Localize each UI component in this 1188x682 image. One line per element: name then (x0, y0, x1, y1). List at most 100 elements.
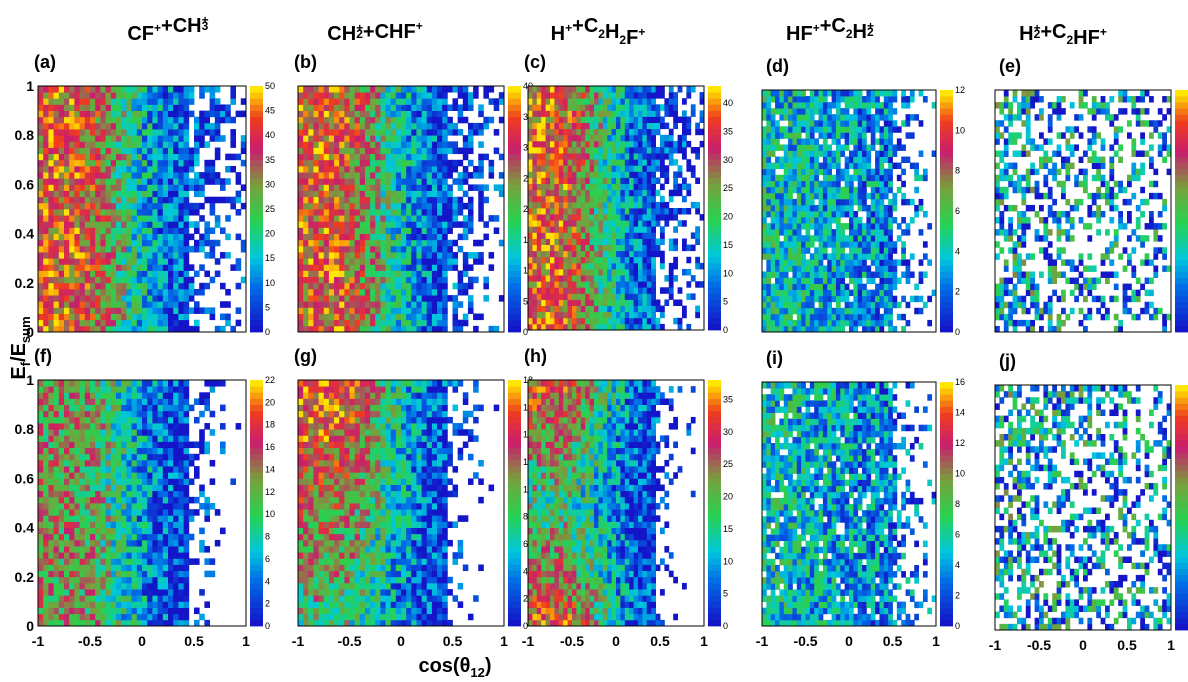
heatmap-cell (79, 98, 86, 105)
heatmap-cell (554, 171, 560, 178)
heatmap-cell (642, 140, 648, 148)
heatmap-cell (536, 128, 542, 136)
heatmap-cell (90, 190, 96, 198)
heatmap-cell (567, 116, 573, 123)
heatmap-cell (651, 299, 656, 306)
heatmap-cell (831, 325, 837, 333)
heatmap-cell (126, 184, 132, 191)
heatmap-cell (545, 293, 551, 300)
heatmap-cell (620, 305, 626, 313)
heatmap-cell (857, 138, 863, 145)
heatmap-cell (344, 92, 350, 99)
heatmap-cell (607, 299, 612, 306)
heatmap-cell (629, 153, 634, 160)
heatmap-cell (563, 92, 568, 99)
heatmap-cell (58, 288, 65, 296)
heatmap-cell (602, 250, 608, 258)
heatmap-cell (38, 122, 44, 130)
heatmap-cell (298, 190, 304, 198)
heatmap-cell (69, 239, 75, 247)
heatmap-cell (364, 172, 371, 179)
heatmap-cell (395, 215, 402, 222)
heatmap-cell (303, 153, 309, 161)
heatmap-cell (105, 209, 112, 216)
heatmap-cell (298, 307, 304, 314)
heatmap-cell (805, 168, 811, 176)
heatmap-cell (339, 141, 345, 148)
heatmap-cell (585, 293, 590, 300)
heatmap-cell (699, 262, 705, 270)
heatmap-cell (580, 281, 586, 288)
heatmap-cell (563, 195, 568, 203)
heatmap-cell (105, 202, 112, 210)
heatmap-cell (157, 172, 164, 179)
heatmap-cell (796, 229, 802, 236)
heatmap-cell (580, 293, 586, 300)
heatmap-cell (95, 98, 101, 105)
heatmap-cell (437, 122, 443, 130)
y-tick-label: 0.4 (15, 226, 35, 242)
heatmap-cell (651, 256, 656, 264)
heatmap-cell (624, 189, 630, 197)
heatmap-cell (152, 258, 158, 265)
heatmap-cell (380, 147, 386, 155)
heatmap-cell (801, 138, 806, 145)
heatmap-cell (313, 319, 319, 327)
heatmap-cell (147, 313, 153, 321)
heatmap-cell (178, 116, 184, 124)
heatmap-cell (646, 214, 652, 221)
heatmap-cell (629, 177, 634, 184)
heatmap-cell (594, 110, 599, 117)
heatmap-cell (783, 192, 789, 200)
heatmap-cell (194, 141, 200, 148)
heatmap-cell (204, 227, 210, 234)
heatmap-cell (660, 232, 665, 239)
heatmap-cell (607, 189, 612, 197)
heatmap-cell (766, 204, 772, 212)
heatmap-cell (452, 122, 459, 130)
heatmap-cell (611, 262, 617, 270)
heatmap-cell (136, 239, 143, 247)
heatmap-cell (835, 120, 841, 127)
heatmap-cell (58, 196, 65, 204)
heatmap-cell (801, 217, 806, 224)
heatmap-cell (426, 233, 433, 241)
heatmap-cell (528, 214, 533, 221)
heatmap-cell (136, 104, 143, 111)
heatmap-cell (431, 270, 438, 278)
heatmap-cell (528, 153, 533, 160)
heatmap-cell (762, 198, 767, 206)
heatmap-cell (370, 202, 376, 210)
heatmap-cell (95, 92, 101, 99)
heatmap-cell (318, 221, 325, 228)
heatmap-cell (558, 104, 564, 111)
heatmap-cell (642, 177, 648, 184)
heatmap-cell (467, 122, 474, 130)
heatmap-cell (411, 129, 417, 136)
heatmap-cell (585, 299, 590, 306)
heatmap-cell (168, 307, 174, 314)
heatmap-cell (194, 116, 200, 124)
heatmap-cell (220, 178, 226, 185)
heatmap-cell (303, 135, 309, 142)
heatmap-cell (421, 252, 428, 259)
heatmap-cell (598, 311, 604, 319)
heatmap-cell (416, 196, 422, 204)
heatmap-cell (563, 189, 568, 197)
heatmap-cell (585, 201, 590, 209)
heatmap-cell (809, 138, 815, 145)
heatmap-cell (183, 295, 190, 302)
heatmap-cell (457, 104, 464, 111)
heatmap-cell (142, 209, 148, 216)
heatmap-cells (762, 90, 937, 333)
heatmap-cell (364, 178, 371, 185)
heatmap-cell (395, 264, 402, 271)
heatmap-cell (328, 92, 335, 99)
heatmap-cell (105, 221, 112, 228)
heatmap-cell (354, 172, 361, 179)
heatmap-cell (853, 198, 859, 206)
heatmap-cell (74, 104, 80, 111)
heatmap-cell (442, 86, 448, 93)
heatmap-cell (607, 208, 612, 215)
heatmap-cell (53, 165, 60, 173)
